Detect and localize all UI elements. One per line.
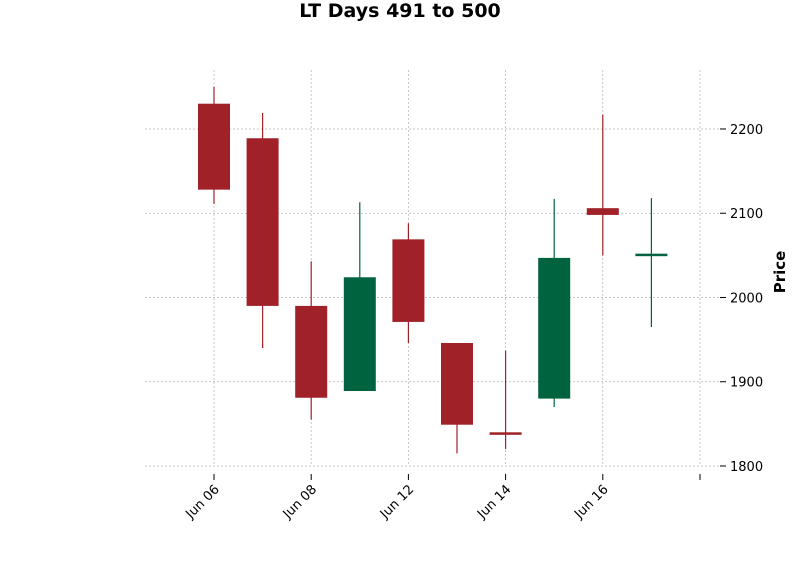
- x-tick-label: Jun 08: [280, 482, 320, 522]
- y-tick-label: 2000: [730, 291, 763, 306]
- candle-body: [586, 208, 619, 215]
- candle-body: [538, 257, 571, 399]
- candle-body: [343, 277, 376, 392]
- candle-body: [246, 138, 279, 306]
- y-tick-label: 1900: [730, 376, 763, 391]
- x-tick-label: Jun 16: [571, 482, 611, 522]
- candle-body: [392, 239, 425, 322]
- y-tick-label: 1800: [730, 460, 763, 475]
- grid-layer: [145, 70, 720, 467]
- candle-body: [198, 103, 230, 190]
- candle-body: [441, 342, 473, 425]
- x-tick-label: Jun 12: [377, 482, 417, 522]
- candle-body: [489, 432, 522, 435]
- y-axis-label: Price: [771, 251, 789, 294]
- x-tick-label: Jun 06: [183, 482, 223, 522]
- candle-body: [635, 253, 668, 257]
- candle-body: [295, 305, 328, 398]
- candle-layer: [198, 86, 668, 454]
- chart-title: LT Days 491 to 500: [299, 0, 501, 22]
- y-tick-label: 2100: [730, 207, 763, 222]
- y-tick-label: 2200: [730, 123, 763, 138]
- x-tick-label: Jun 14: [474, 482, 514, 522]
